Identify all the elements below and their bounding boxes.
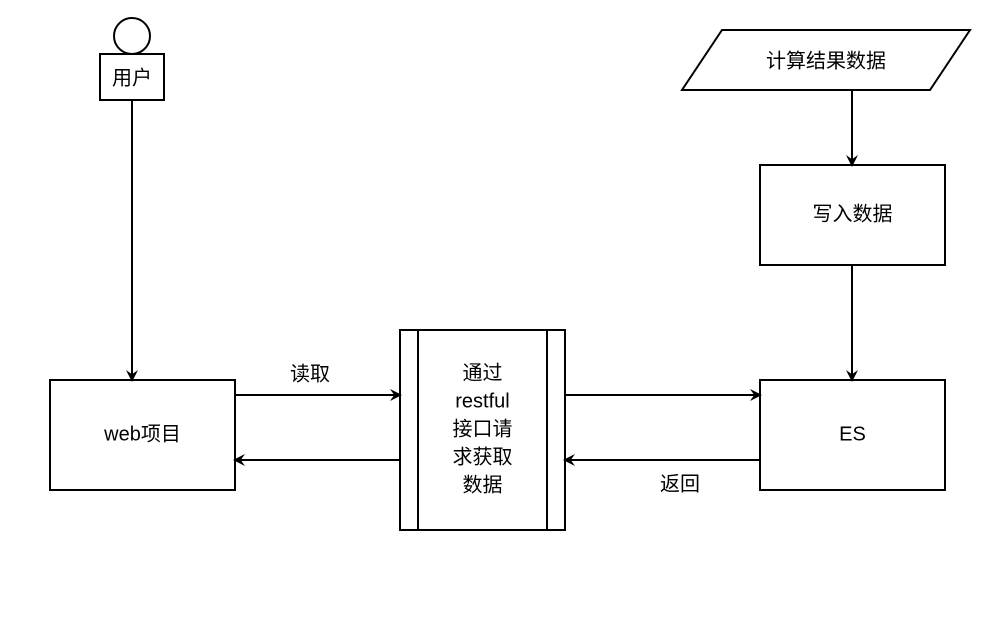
restful-label-line-3: 求获取: [453, 445, 513, 468]
edge-web-to-rest-label: 读取: [290, 362, 330, 385]
web-project-label: web项目: [103, 423, 181, 445]
restful-label-line-2: 接口请: [453, 417, 513, 440]
actor-head-icon: [114, 18, 150, 54]
restful-label-line-0: 通过: [463, 361, 503, 384]
restful-label-line-4: 数据: [463, 473, 503, 496]
restful-label-line-1: restful: [455, 390, 509, 412]
edge-es-to-rest-label: 返回: [660, 472, 700, 495]
es-label: ES: [839, 423, 866, 445]
actor-label: 用户: [112, 66, 152, 89]
write-data-label: 写入数据: [813, 202, 893, 225]
flow-diagram: 用户 web项目 通过 restful 接口请求获取数据 ES 写入数据 计算结果数据读取返回: [0, 0, 1000, 639]
result-data-label: 计算结果数据: [766, 49, 886, 72]
